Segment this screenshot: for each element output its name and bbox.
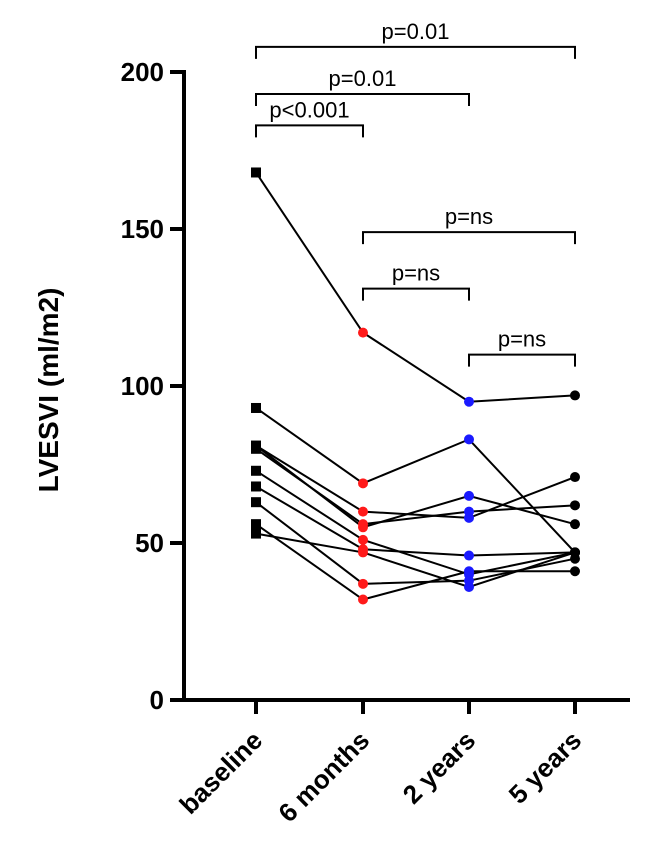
significance-label: p<0.001	[269, 97, 349, 122]
y-tick-label: 100	[121, 371, 164, 401]
data-point	[464, 396, 474, 407]
data-point-baseline	[251, 402, 261, 413]
significance-label: p=ns	[498, 327, 546, 352]
data-points	[251, 167, 580, 605]
data-point	[358, 578, 368, 589]
subject-line	[255, 532, 576, 589]
significance-label: p=0.01	[329, 66, 397, 91]
significance-bracket	[362, 231, 576, 245]
y-tick-label: 0	[150, 685, 164, 715]
data-point-baseline	[251, 167, 261, 178]
data-point	[570, 472, 580, 483]
subject-line	[255, 444, 576, 519]
data-point-baseline	[251, 519, 261, 530]
subject-line	[255, 485, 576, 557]
data-point	[358, 506, 368, 517]
significance-bracket	[468, 353, 576, 367]
data-point-baseline	[251, 481, 261, 492]
data-point	[358, 534, 368, 545]
data-point	[464, 581, 474, 592]
data-point-baseline	[251, 465, 261, 476]
subject-line	[255, 447, 576, 526]
data-point	[570, 390, 580, 401]
subject-line	[255, 469, 576, 576]
y-tick-label: 50	[135, 528, 164, 558]
data-point	[358, 478, 368, 489]
significance-label: p=0.01	[382, 19, 450, 44]
data-point	[464, 550, 474, 561]
data-point	[570, 566, 580, 577]
significance-label: p=ns	[392, 261, 440, 286]
axes: 0 50 100 150 200 baseline 6 months 2 years 5 yea…	[121, 57, 630, 828]
data-point	[570, 547, 580, 558]
data-point	[464, 566, 474, 577]
significance-brackets: p<0.001 p=0.01 p=0.01 p=ns p=ns p=ns	[255, 19, 576, 367]
subject-lines	[255, 171, 576, 601]
data-point	[464, 506, 474, 517]
data-point	[358, 327, 368, 338]
significance-bracket	[255, 92, 470, 106]
x-tick-label: 5 years	[503, 725, 588, 810]
subject-line	[255, 523, 575, 601]
data-point	[358, 547, 368, 558]
x-tick-label: baseline	[173, 725, 268, 820]
data-point	[464, 490, 474, 501]
x-tick-label: 6 months	[272, 725, 375, 828]
data-point	[464, 434, 474, 445]
significance-bracket	[255, 124, 364, 138]
data-point-baseline	[251, 497, 261, 508]
data-point	[570, 500, 580, 511]
data-point	[358, 594, 368, 605]
subject-line	[255, 171, 576, 403]
significance-bracket	[362, 287, 470, 301]
y-tick-label: 150	[121, 214, 164, 244]
significance-label: p=ns	[445, 204, 493, 229]
data-point	[570, 519, 580, 530]
subject-line	[255, 407, 576, 554]
data-point	[358, 519, 368, 530]
y-axis-title: LVESVI (ml/m2)	[33, 288, 64, 493]
x-tick-label: 2 years	[397, 725, 482, 810]
data-point-baseline	[251, 528, 261, 539]
y-tick-label: 200	[121, 57, 164, 87]
data-point-baseline	[251, 443, 261, 454]
significance-bracket	[255, 45, 576, 59]
